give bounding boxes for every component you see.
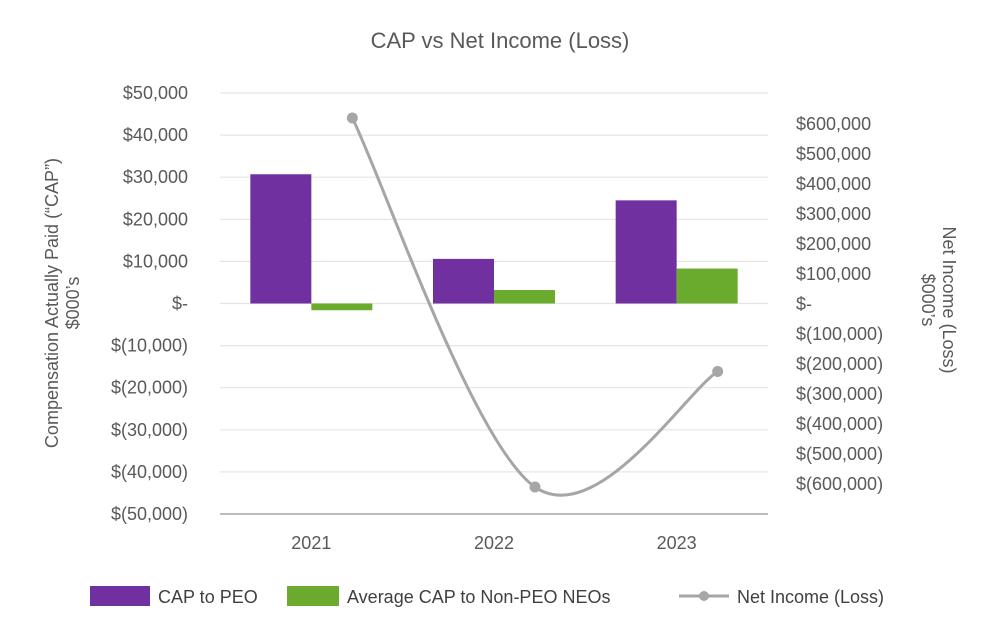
chart-title: CAP vs Net Income (Loss)	[371, 28, 630, 53]
left-tick-label: $(40,000)	[111, 462, 188, 482]
net-income-line	[346, 112, 724, 497]
right-tick-label: $(200,000)	[796, 354, 883, 374]
right-tick-label: $(400,000)	[796, 414, 883, 434]
left-tick-label: $(20,000)	[111, 378, 188, 398]
net-income-line-path	[350, 117, 719, 497]
bar-cap-to-peo-2021	[250, 174, 312, 304]
bar-cap-to-peo-2023	[615, 200, 677, 304]
legend: CAP to PEO Average CAP to Non-PEO NEOs N…	[90, 586, 884, 607]
net-income-point-2022	[529, 481, 541, 493]
right-tick-label: $(300,000)	[796, 384, 883, 404]
left-tick-label: $-	[172, 294, 188, 314]
right-tick-label: $(500,000)	[796, 444, 883, 464]
left-axis-title: Compensation Actually Paid (“CAP”)	[42, 158, 62, 448]
bars	[250, 174, 738, 311]
left-tick-label: $(50,000)	[111, 504, 188, 524]
legend-label-cap-non-peo: Average CAP to Non-PEO NEOs	[347, 587, 610, 607]
right-tick-label: $500,000	[796, 144, 871, 164]
right-axis-title: Net Income (Loss)	[939, 226, 959, 373]
legend-swatch-cap-peo	[90, 586, 150, 606]
left-tick-label: $20,000	[123, 209, 188, 229]
right-tick-label: $600,000	[796, 114, 871, 134]
legend-swatch-cap-non-peo	[287, 586, 339, 606]
x-axis-ticks: 2021 2022 2023	[291, 533, 696, 553]
right-tick-label: $-	[796, 294, 812, 314]
net-income-point-2023	[712, 366, 724, 377]
x-tick-label: 2021	[291, 533, 331, 553]
bar-average-cap-to-non-peo-neos-2021	[311, 303, 373, 311]
net-income-point-2021	[346, 112, 358, 124]
left-axis-subtitle: $000’s	[63, 277, 83, 330]
legend-marker-net-income	[699, 591, 709, 601]
bar-average-cap-to-non-peo-neos-2022	[494, 290, 555, 304]
legend-label-net-income: Net Income (Loss)	[737, 587, 884, 607]
right-axis-subtitle: $000’s	[918, 274, 938, 327]
right-axis-ticks: $600,000 $500,000 $400,000 $300,000 $200,000…	[796, 114, 883, 494]
right-tick-label: $200,000	[796, 234, 871, 254]
legend-label-cap-peo: CAP to PEO	[158, 587, 258, 607]
left-tick-label: $10,000	[123, 251, 188, 271]
bar-average-cap-to-non-peo-neos-2023	[676, 268, 738, 304]
left-tick-label: $30,000	[123, 167, 188, 187]
left-tick-label: $(10,000)	[111, 336, 188, 356]
left-tick-label: $40,000	[123, 125, 188, 145]
right-tick-label: $400,000	[796, 174, 871, 194]
left-axis-ticks: $50,000 $40,000 $30,000 $20,000 $10,000 $- $(1…	[111, 83, 188, 524]
right-tick-label: $(600,000)	[796, 474, 883, 494]
x-tick-label: 2023	[657, 533, 697, 553]
x-tick-label: 2022	[474, 533, 514, 553]
left-tick-label: $(30,000)	[111, 420, 188, 440]
left-tick-label: $50,000	[123, 83, 188, 103]
right-tick-label: $(100,000)	[796, 324, 883, 344]
right-tick-label: $100,000	[796, 264, 871, 284]
bar-cap-to-peo-2022	[433, 258, 494, 304]
right-tick-label: $300,000	[796, 204, 871, 224]
